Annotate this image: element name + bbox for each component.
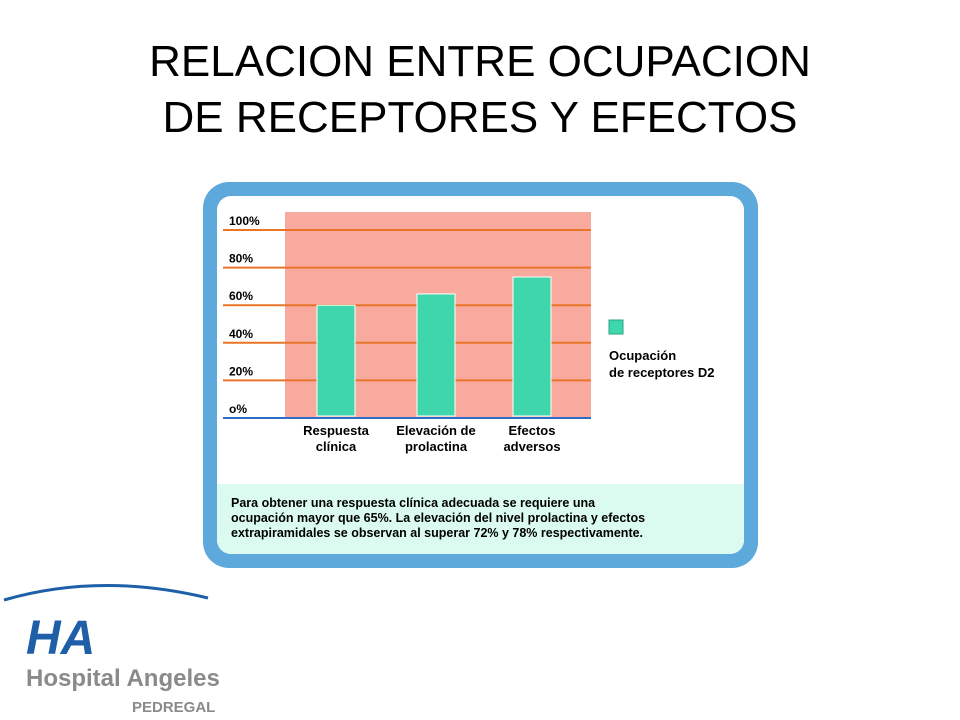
bars [316, 276, 552, 417]
legend: Ocupación de receptores D2 [608, 319, 715, 380]
y-tick-label: 20% [229, 364, 253, 378]
y-tick-label: 60% [229, 289, 253, 303]
legend-swatch [608, 319, 624, 335]
y-axis-ticks: o% 20% 40% 60% 80% 100% [229, 214, 260, 416]
legend-label-line-1: Ocupación [609, 348, 676, 363]
category-label: Elevación de [396, 423, 475, 438]
logo-name: Hospital Angeles [26, 665, 220, 692]
category-label: prolactina [405, 439, 468, 454]
chart-frame: o% 20% 40% 60% 80% 100% Respuesta clínica Eleva… [203, 182, 758, 568]
y-tick-label: 100% [229, 214, 260, 228]
logo-arc-icon [3, 583, 209, 602]
caption-line-3: extrapiramidales se observan al superar … [231, 526, 644, 540]
y-tick-label: o% [229, 402, 247, 416]
caption-box: Para obtener una respuesta clínica adecu… [217, 484, 744, 554]
chart-panel: o% 20% 40% 60% 80% 100% Respuesta clínica Eleva… [217, 196, 744, 554]
bar [512, 276, 552, 417]
category-label: Respuesta [303, 423, 370, 438]
legend-label-line-2: de receptores D2 [609, 365, 715, 380]
slide-title: RELACION ENTRE OCUPACION DE RECEPTORES Y… [0, 34, 960, 146]
gridlines [223, 229, 591, 419]
caption-line-2: ocupación mayor que 65%. La elevación de… [231, 511, 646, 525]
category-label: Efectos [509, 423, 556, 438]
caption-text: Para obtener una respuesta clínica adecu… [231, 496, 731, 541]
category-label: clínica [316, 439, 357, 454]
bar [316, 304, 356, 417]
title-line-2: DE RECEPTORES Y EFECTOS [162, 93, 798, 142]
category-label: adversos [503, 439, 560, 454]
hospital-logo: HA Hospital Angeles PEDREGAL [3, 583, 220, 716]
y-tick-label: 40% [229, 327, 253, 341]
y-tick-label: 80% [229, 252, 253, 266]
logo-monogram: HA [26, 612, 95, 665]
caption-line-1: Para obtener una respuesta clínica adecu… [231, 496, 596, 510]
logo-location: PEDREGAL [132, 699, 215, 716]
title-line-1: RELACION ENTRE OCUPACION [149, 37, 811, 86]
bar [416, 293, 456, 417]
